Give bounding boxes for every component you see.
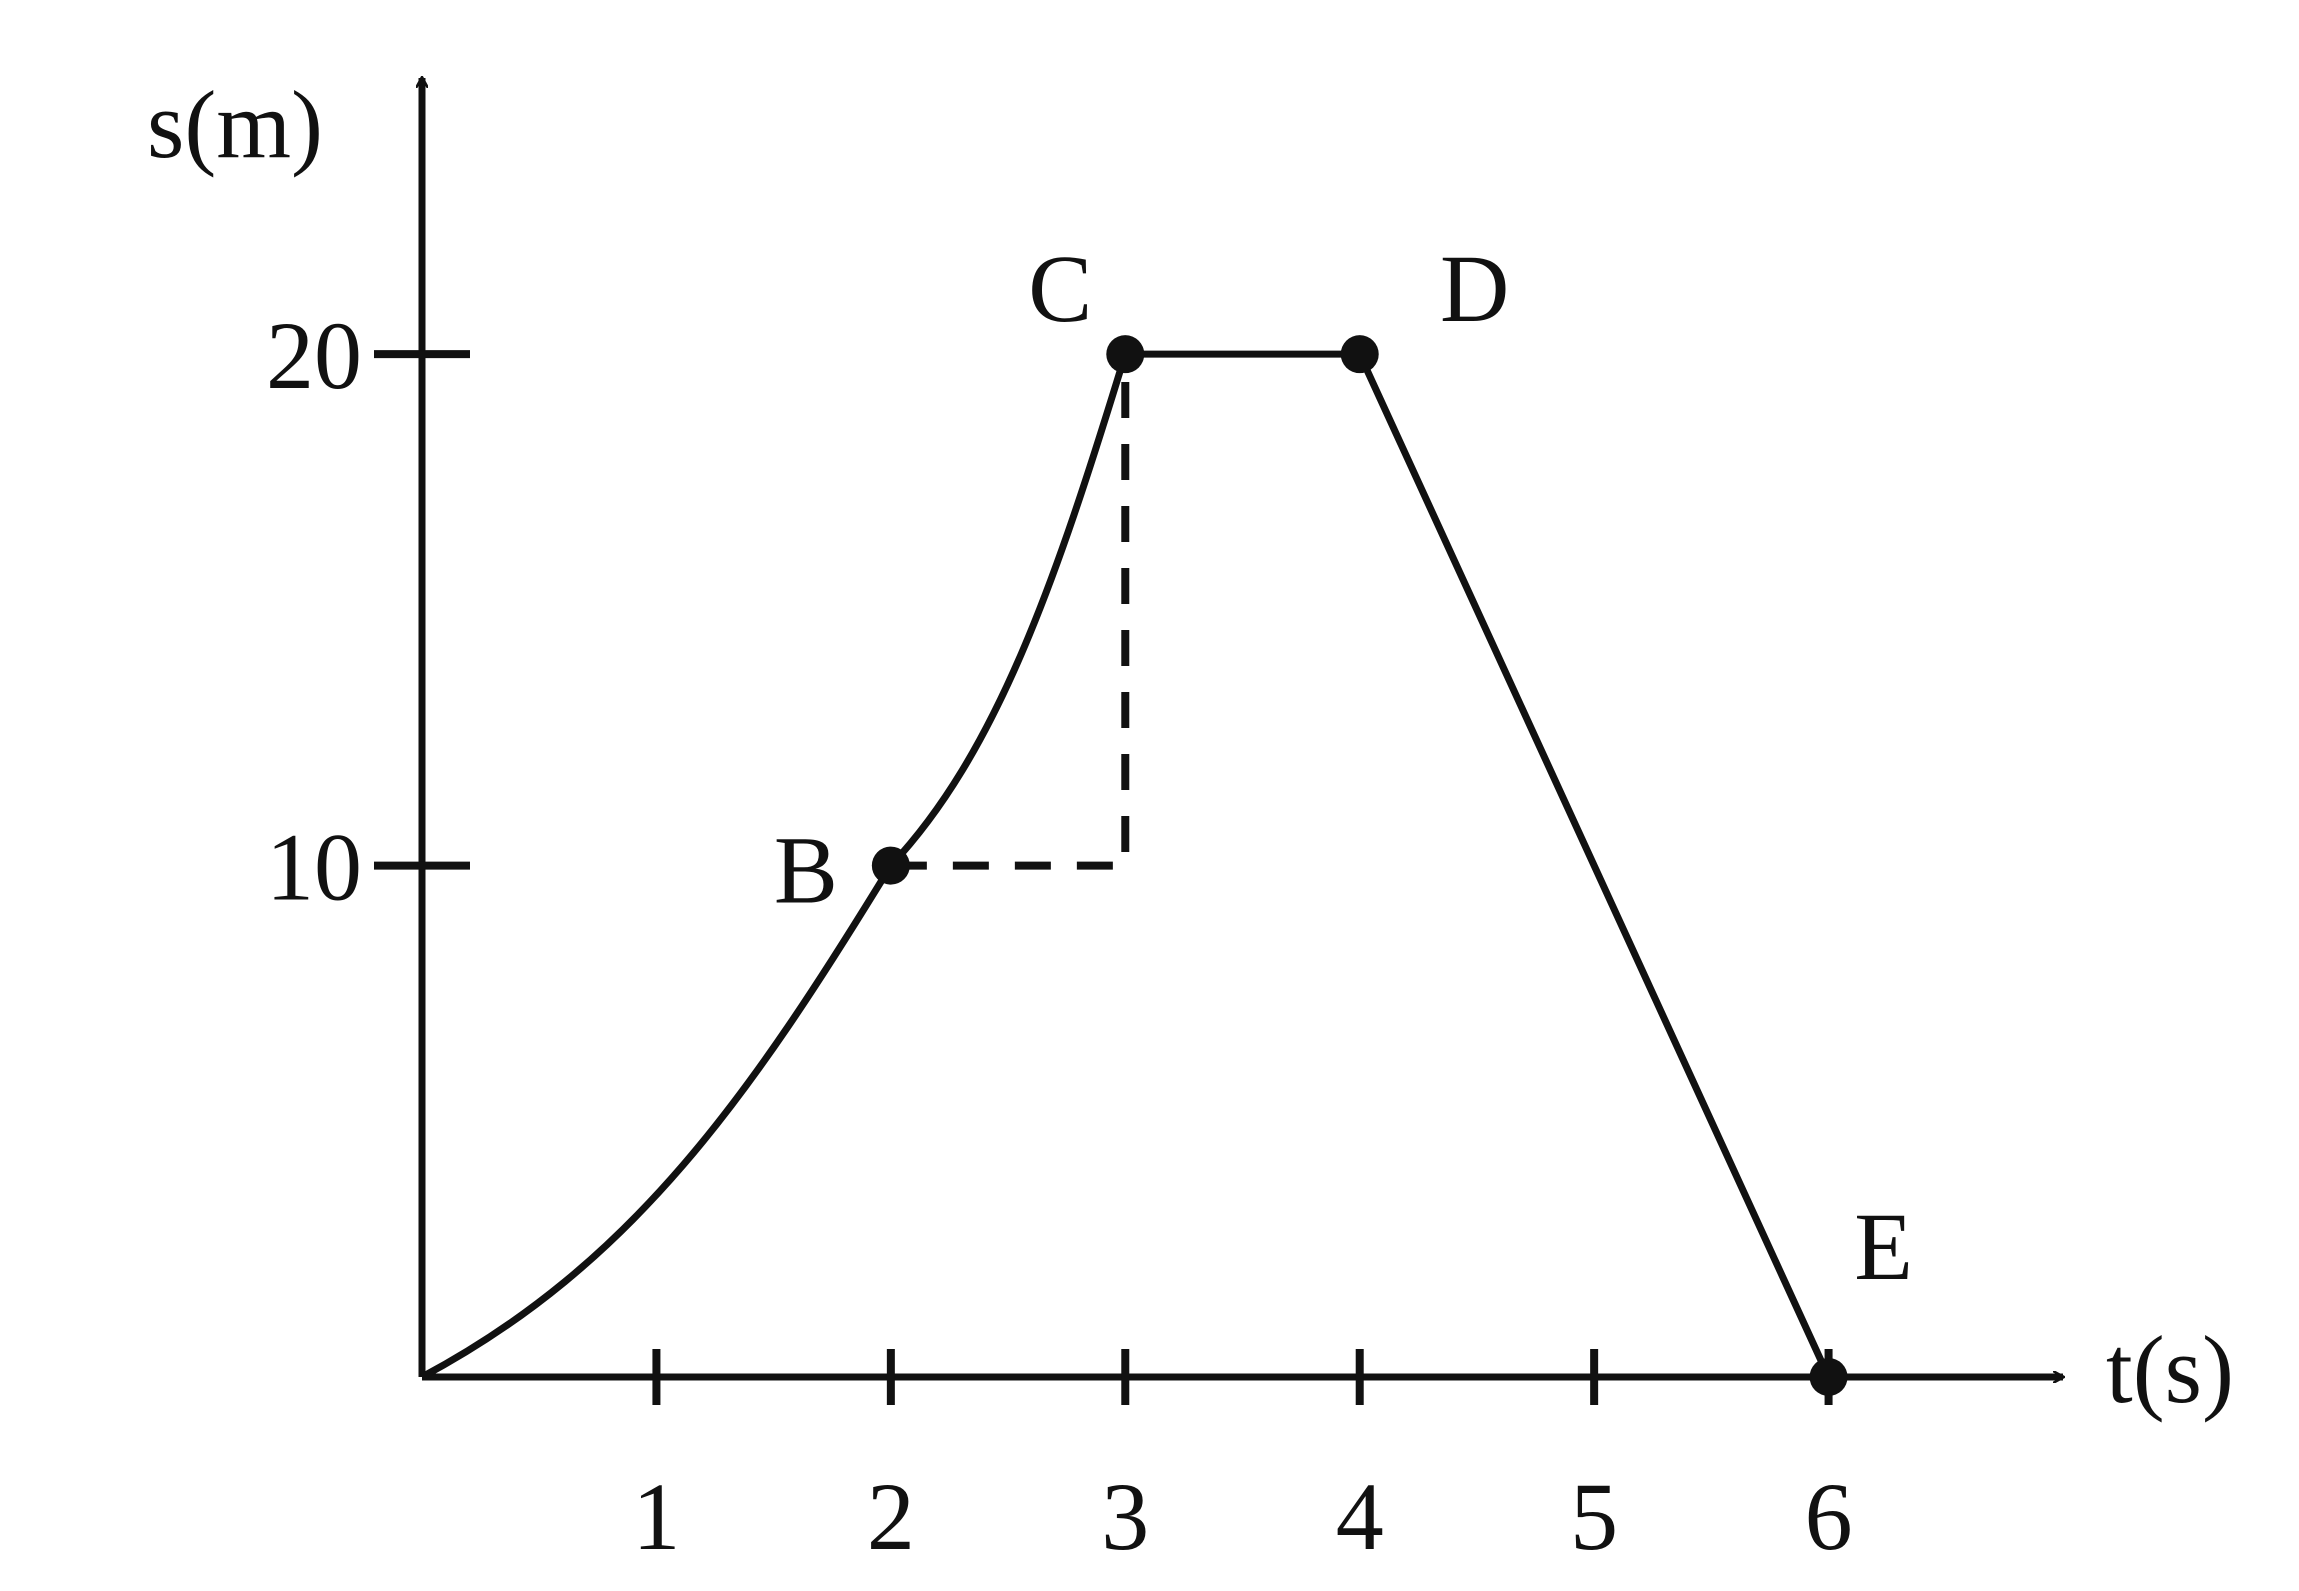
x-tick-label: 3 (1101, 1463, 1149, 1570)
point (1809, 1358, 1848, 1396)
dashed-guide (890, 354, 1130, 870)
x-tick-label: 6 (1805, 1463, 1853, 1570)
x-tick-label: 5 (1570, 1463, 1618, 1570)
x-axis-label: t(s) (2106, 1316, 2234, 1423)
point (1106, 335, 1145, 374)
point-label: D (1440, 235, 1509, 342)
y-axis-label: s(m) (147, 71, 323, 178)
x-tick-label: 4 (1336, 1463, 1384, 1570)
point (871, 846, 910, 885)
y-tick-label: 10 (266, 814, 362, 921)
point-label: E (1854, 1193, 1913, 1300)
point-label: C (1028, 235, 1092, 342)
point (1340, 335, 1379, 374)
point-label: B (774, 817, 838, 924)
x-tick-label: 1 (632, 1463, 680, 1570)
x-tick-label: 2 (867, 1463, 915, 1570)
y-tick-label: 20 (266, 302, 362, 409)
